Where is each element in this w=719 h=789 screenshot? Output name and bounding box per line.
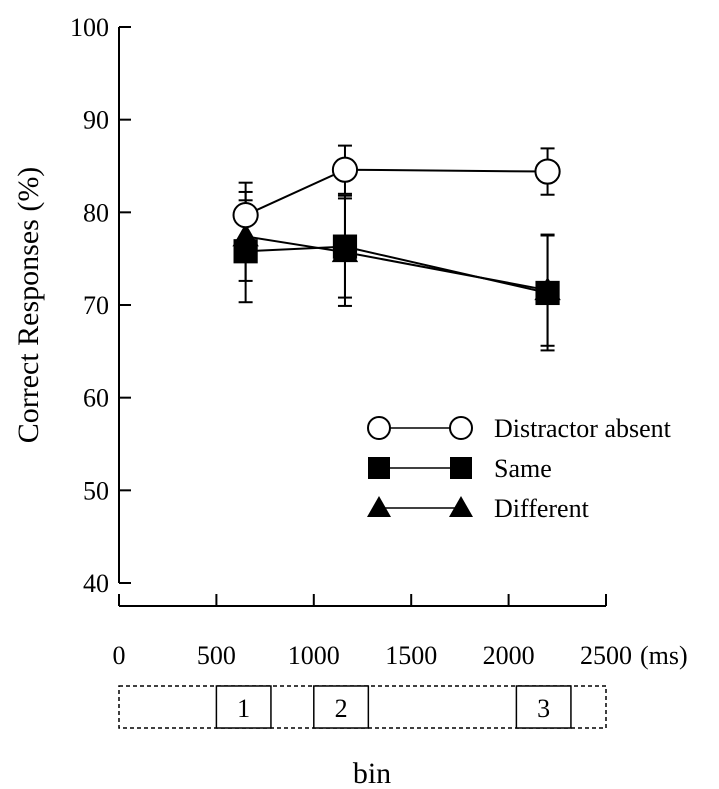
legend-entry: Different bbox=[367, 494, 590, 523]
legend-label: Distractor absent bbox=[494, 414, 672, 443]
legend-marker bbox=[450, 457, 472, 479]
bin-box bbox=[313, 685, 370, 729]
data-point bbox=[331, 156, 359, 183]
x-tick-label: 500 bbox=[197, 641, 236, 670]
data-point bbox=[233, 239, 258, 264]
legend-label: Different bbox=[494, 494, 590, 523]
bin-label: 3 bbox=[537, 694, 550, 723]
legend-marker bbox=[367, 416, 391, 440]
y-axis-label: Correct Responses (%) bbox=[12, 167, 45, 444]
y-tick-label: 80 bbox=[83, 198, 109, 227]
y-tick-label: 50 bbox=[83, 476, 109, 505]
data-point bbox=[232, 202, 259, 229]
x-tick-label: 1000 bbox=[288, 641, 340, 670]
legend-marker bbox=[449, 496, 473, 517]
bin-label: 2 bbox=[335, 694, 348, 723]
x-tick-label: 1500 bbox=[385, 641, 437, 670]
series-same bbox=[238, 194, 555, 352]
bin-3: 3 bbox=[515, 685, 572, 729]
bin-2: 2 bbox=[313, 685, 370, 729]
legend-marker bbox=[449, 416, 473, 440]
series-layer bbox=[232, 144, 561, 352]
markers-distractor-absent bbox=[232, 156, 561, 229]
data-point bbox=[534, 158, 561, 185]
bin-strip: 1 2 3 bbox=[118, 685, 607, 729]
legend-entry: Same bbox=[368, 454, 552, 483]
data-point bbox=[535, 280, 560, 306]
legend-entry: Distractor absent bbox=[367, 414, 672, 443]
y-tick-label: 60 bbox=[83, 384, 109, 413]
bin-box bbox=[515, 685, 572, 729]
bin-label: 1 bbox=[237, 694, 250, 723]
bin-1: 1 bbox=[215, 685, 272, 729]
x-tick-label: 0 bbox=[113, 641, 126, 670]
data-point bbox=[332, 234, 358, 259]
y-tick-label: 40 bbox=[83, 569, 109, 598]
markers-same bbox=[233, 234, 560, 306]
series-line bbox=[245, 168, 548, 217]
series-line bbox=[245, 245, 548, 294]
bin-box bbox=[215, 685, 272, 729]
legend-marker bbox=[367, 496, 391, 517]
y-tick-label: 100 bbox=[70, 13, 109, 42]
series-distractor-absent bbox=[238, 144, 555, 249]
y-tick-label: 90 bbox=[83, 106, 109, 135]
bin-title: bin bbox=[353, 757, 391, 789]
y-tick-label: 70 bbox=[83, 291, 109, 320]
x-tick-label: 2500 bbox=[580, 641, 632, 670]
legend-marker bbox=[368, 457, 390, 479]
legend: Distractor absent Same Different bbox=[367, 414, 672, 523]
series-different bbox=[238, 190, 555, 347]
x-tick-label: 2000 bbox=[483, 641, 535, 670]
x-axis-unit-label: (ms) bbox=[640, 641, 688, 670]
legend-label: Same bbox=[494, 454, 552, 483]
